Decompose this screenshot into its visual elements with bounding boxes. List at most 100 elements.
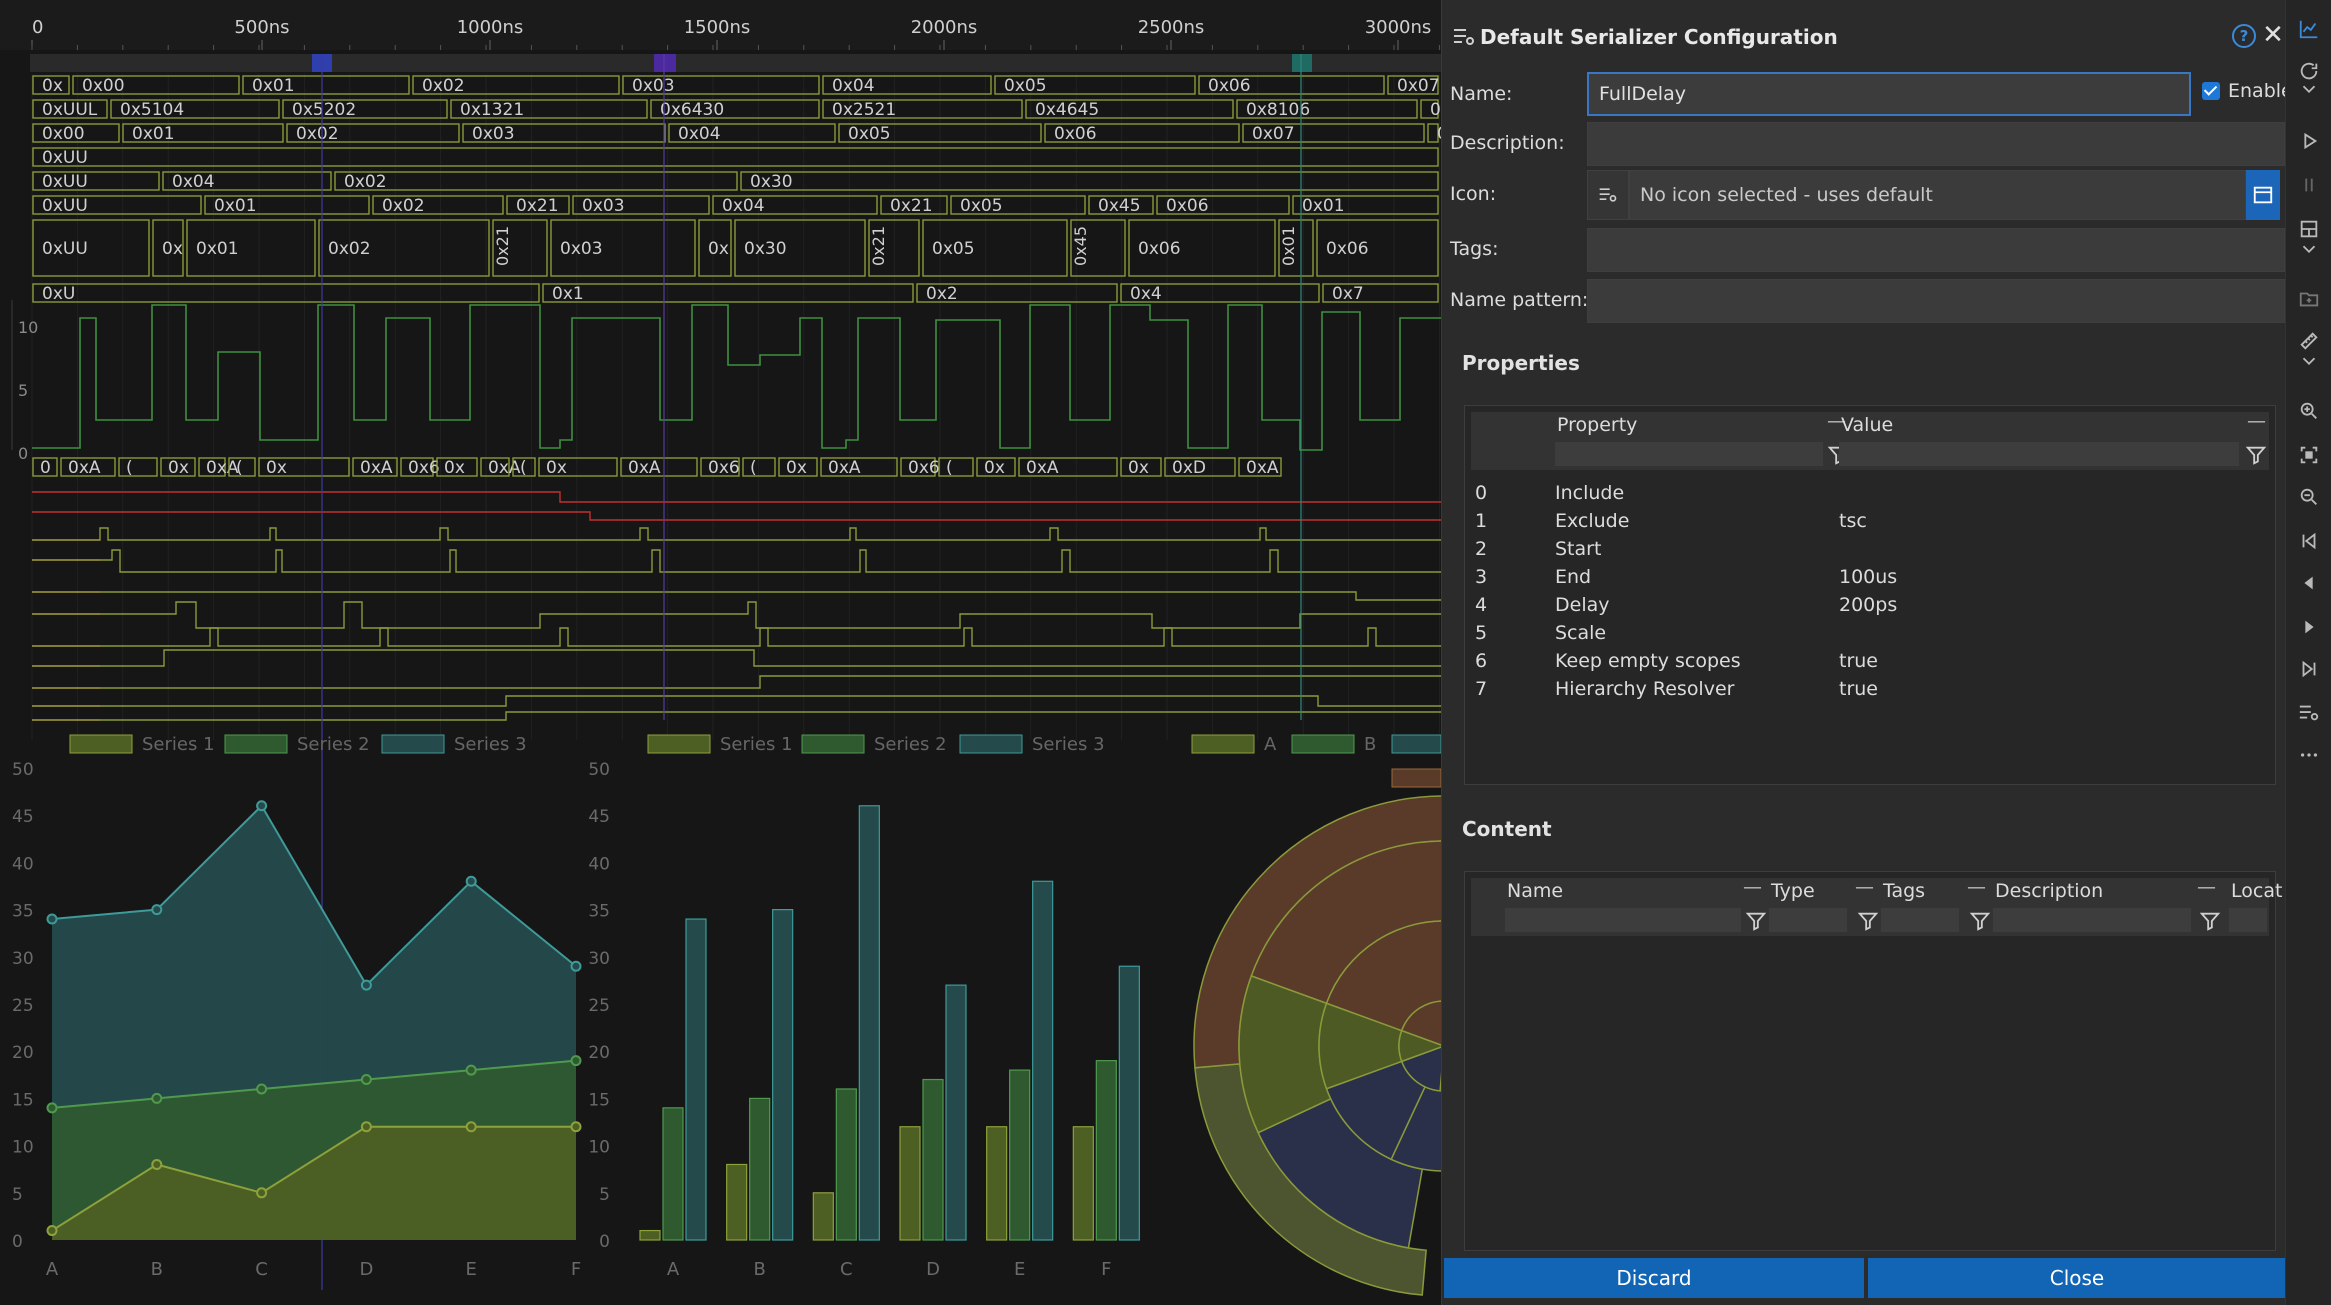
bus-segment[interactable] <box>1387 75 1439 95</box>
bus-segment[interactable] <box>32 195 202 215</box>
property-row[interactable]: 4 Delay 200ps <box>1475 594 2265 622</box>
legend-swatch[interactable] <box>801 734 865 754</box>
column-collapse-icon[interactable]: — <box>1855 876 1874 898</box>
digital-signal[interactable] <box>32 591 1441 601</box>
bus-segment[interactable] <box>880 195 948 215</box>
chevron-down-icon[interactable] <box>2294 240 2324 258</box>
zoom-in-icon[interactable] <box>2294 396 2324 426</box>
bus-segment[interactable] <box>1120 283 1320 303</box>
enable-checkbox[interactable]: Enable <box>2202 80 2293 102</box>
bus-segment[interactable] <box>712 195 878 215</box>
discard-button[interactable]: Discard <box>1444 1258 1864 1298</box>
chevron-down-icon[interactable] <box>2294 80 2324 98</box>
bar[interactable] <box>835 1088 857 1241</box>
filter-icon[interactable] <box>1857 910 1879 932</box>
legend-swatch[interactable] <box>647 734 711 754</box>
bar[interactable] <box>986 1126 1008 1241</box>
tags-column-header[interactable]: Tags <box>1883 880 1926 902</box>
bus-segment[interactable] <box>778 457 818 477</box>
bus-segment[interactable] <box>60 457 116 477</box>
bar[interactable] <box>1009 1069 1031 1241</box>
bus-segment[interactable] <box>976 457 1016 477</box>
bus-segment[interactable] <box>622 75 820 95</box>
bar[interactable] <box>858 805 880 1241</box>
property-row[interactable]: 7 Hierarchy Resolver true <box>1475 678 2265 706</box>
area-point[interactable] <box>570 1055 582 1067</box>
bus-segment[interactable] <box>118 457 158 477</box>
bar[interactable] <box>662 1107 684 1241</box>
column-collapse-icon[interactable]: — <box>1967 876 1986 898</box>
bus-segment[interactable] <box>1164 457 1236 477</box>
bus-segment[interactable] <box>734 219 866 277</box>
content-grid[interactable]: Name — Type — Tags — Description — Locat <box>1464 871 2282 1251</box>
column-collapse-icon[interactable]: — <box>1743 876 1762 898</box>
bus-segment[interactable] <box>1018 457 1118 477</box>
bus-segment[interactable] <box>198 457 226 477</box>
settings-list-icon[interactable] <box>2294 698 2324 728</box>
bus-segment[interactable] <box>1322 283 1439 303</box>
area-point[interactable] <box>46 913 58 925</box>
area-point[interactable] <box>360 1074 372 1086</box>
property-row[interactable]: 5 Scale <box>1475 622 2265 650</box>
bus-segment[interactable] <box>352 457 398 477</box>
bar[interactable] <box>726 1163 748 1241</box>
bus-segment[interactable] <box>228 457 256 477</box>
legend-swatch[interactable] <box>1191 734 1255 754</box>
digital-signal[interactable] <box>32 601 1441 629</box>
chart-icon[interactable] <box>2294 14 2324 44</box>
digital-signal[interactable] <box>32 511 1441 521</box>
digital-signal[interactable] <box>32 675 1441 689</box>
marker-bar[interactable] <box>30 54 1441 72</box>
bus-segment[interactable] <box>1120 457 1162 477</box>
digital-signal[interactable] <box>32 491 1441 503</box>
close-icon[interactable]: ✕ <box>2262 20 2284 50</box>
area-point[interactable] <box>46 1102 58 1114</box>
marker-3[interactable] <box>1292 54 1312 72</box>
column-collapse-icon[interactable]: — <box>1827 410 1846 432</box>
sunburst-segment[interactable] <box>1400 1000 1441 1046</box>
bus-segment[interactable] <box>700 457 740 477</box>
digital-signal[interactable] <box>32 711 1441 721</box>
bus-segment[interactable] <box>242 75 410 95</box>
add-folder-icon[interactable] <box>2294 284 2324 314</box>
description-filter-input[interactable] <box>1993 908 2191 932</box>
bus-segment[interactable] <box>160 457 196 477</box>
bus-segment[interactable] <box>436 457 478 477</box>
filter-icon[interactable] <box>2199 910 2221 932</box>
property-row[interactable]: 3 End 100us <box>1475 566 2265 594</box>
bar[interactable] <box>749 1097 771 1241</box>
pause-icon[interactable] <box>2294 170 2324 200</box>
bar[interactable] <box>685 918 707 1241</box>
more-icon[interactable] <box>2294 740 2324 770</box>
area-point[interactable] <box>360 979 372 991</box>
bus-segment[interactable] <box>162 171 332 191</box>
bus-segment[interactable] <box>620 457 698 477</box>
bus-segment[interactable] <box>838 123 1042 143</box>
bus-segment[interactable] <box>1316 219 1439 277</box>
bar[interactable] <box>772 908 794 1241</box>
bus-segment[interactable] <box>32 147 1439 167</box>
name-column-header[interactable]: Name <box>1507 880 1564 902</box>
bar[interactable] <box>945 984 967 1241</box>
skip-start-icon[interactable] <box>2294 526 2324 556</box>
marker-2[interactable] <box>654 54 676 72</box>
bus-segment[interactable] <box>372 195 504 215</box>
area-line-2[interactable] <box>51 1059 577 1109</box>
ruler-icon[interactable] <box>2294 326 2324 356</box>
value-column-header[interactable]: Value <box>1841 414 1894 436</box>
bus-segment[interactable] <box>538 457 618 477</box>
name-pattern-input[interactable] <box>1587 279 2285 323</box>
bus-segment[interactable] <box>72 75 240 95</box>
bus-segment[interactable] <box>480 457 510 477</box>
area-point[interactable] <box>570 1121 582 1133</box>
area-point[interactable] <box>256 800 268 812</box>
bus-segment[interactable] <box>938 457 974 477</box>
bus-segment[interactable] <box>650 99 820 119</box>
layout-grid-icon[interactable] <box>2294 214 2324 244</box>
name-filter-input[interactable] <box>1505 908 1741 932</box>
bar[interactable] <box>899 1126 921 1241</box>
location-column-header[interactable]: Locat <box>2231 880 2283 902</box>
bus-segment[interactable] <box>1044 123 1240 143</box>
description-column-header[interactable]: Description <box>1995 880 2104 902</box>
bus-segment[interactable] <box>922 219 1068 277</box>
